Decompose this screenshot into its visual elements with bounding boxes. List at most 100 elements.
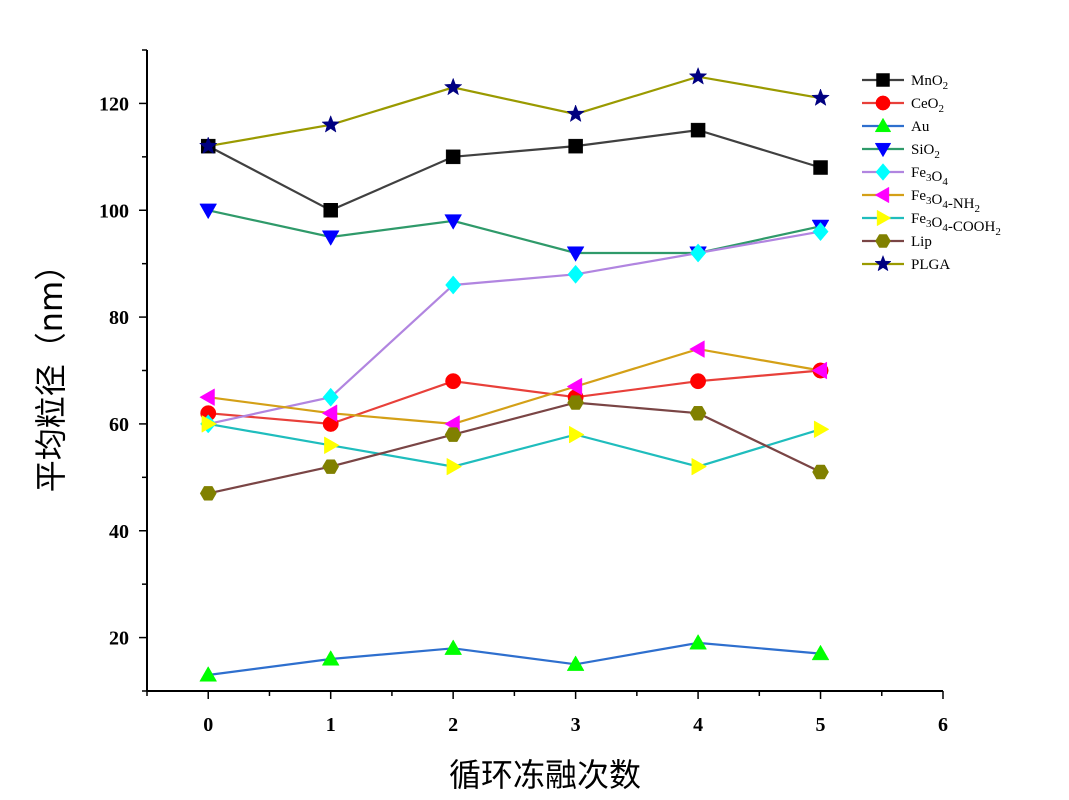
data-point <box>445 149 461 165</box>
y-tick-label: 60 <box>109 414 129 436</box>
data-point <box>688 66 708 85</box>
series-line-4 <box>207 230 821 425</box>
legend-marker <box>874 142 892 158</box>
data-point <box>445 275 462 295</box>
series-markers-3 <box>199 203 830 262</box>
data-point <box>198 136 218 155</box>
legend-marker <box>875 234 891 248</box>
data-point <box>689 406 707 421</box>
data-point <box>444 214 463 230</box>
legend-label: PLGA <box>911 257 950 273</box>
series-markers-2 <box>199 633 830 682</box>
legend-label: CeO2 <box>911 96 944 115</box>
x-tick-label: 5 <box>816 714 826 736</box>
series-line-0 <box>207 128 821 212</box>
data-point <box>690 243 707 263</box>
series-line-2 <box>208 641 821 677</box>
data-point <box>566 104 585 123</box>
series-markers-8 <box>198 66 830 155</box>
series-markers-4 <box>200 222 829 434</box>
data-point <box>446 457 463 476</box>
data-point <box>201 415 218 433</box>
data-point <box>444 639 463 655</box>
series-markers <box>198 66 830 682</box>
y-tick-label: 80 <box>109 307 129 329</box>
legend-item: Fe3O4 <box>862 163 948 188</box>
data-point <box>690 373 707 390</box>
x-tick-label: 0 <box>203 714 213 736</box>
legend-marker <box>874 254 892 272</box>
legend-marker <box>876 73 890 87</box>
data-point <box>567 264 584 284</box>
series-markers-6 <box>201 415 830 476</box>
data-point <box>199 203 218 220</box>
x-tick-label: 6 <box>938 714 948 736</box>
x-tick-label: 3 <box>571 714 581 736</box>
data-point <box>566 377 583 396</box>
y-axis-title: 平均粒径（nm） <box>32 249 70 492</box>
y-tick-label: 40 <box>109 521 129 543</box>
data-point <box>690 122 706 138</box>
data-point <box>321 230 340 246</box>
data-point <box>811 644 830 661</box>
data-point <box>811 88 830 106</box>
data-point <box>566 655 585 671</box>
legend-marker <box>875 95 891 111</box>
data-point <box>569 425 585 444</box>
data-point <box>323 203 338 218</box>
x-tick-label: 2 <box>448 714 458 736</box>
data-point <box>811 361 828 380</box>
legend-item: Lip <box>862 234 932 250</box>
series-line-5 <box>208 347 821 426</box>
legend-marker <box>874 186 890 204</box>
legend-label: Fe3O4 <box>911 165 948 188</box>
legend-marker <box>876 209 892 227</box>
series-line-8 <box>208 75 821 148</box>
data-point <box>322 459 339 474</box>
x-tick-label: 1 <box>326 714 336 736</box>
legend-item: SiO2 <box>862 142 940 161</box>
legend-marker <box>874 117 892 133</box>
series-lines <box>207 75 821 677</box>
axes: 0 1 2 3 4 5 6 20 40 60 80 100 120 <box>99 49 948 736</box>
legend: MnO2 CeO2 Au SiO2 Fe3O4Fe3O4-NH2Fe3O4-COOH2L… <box>862 73 1001 273</box>
series-line-1 <box>208 369 821 426</box>
data-point <box>812 464 829 480</box>
data-point <box>567 395 584 410</box>
data-point <box>812 222 829 242</box>
y-tick-label: 100 <box>99 200 129 222</box>
data-point <box>568 138 583 154</box>
legend-item: Au <box>862 117 930 135</box>
data-point <box>321 115 340 133</box>
legend-label: Au <box>911 119 930 135</box>
data-point <box>813 420 830 439</box>
legend-item: CeO2 <box>862 95 944 115</box>
data-point <box>321 404 338 423</box>
legend-item: Fe3O4-NH2 <box>862 186 980 215</box>
legend-label: Fe3O4-COOH2 <box>911 211 1001 238</box>
legend-label: Fe3O4-NH2 <box>911 188 980 215</box>
legend-label: SiO2 <box>911 142 940 161</box>
series-markers-5 <box>199 340 828 433</box>
data-point <box>199 666 218 682</box>
data-point <box>813 160 828 175</box>
legend-item: MnO2 <box>862 73 948 92</box>
data-point <box>321 650 340 666</box>
legend-label: MnO2 <box>911 73 948 92</box>
series-markers-0 <box>200 122 828 218</box>
series-line-6 <box>208 422 821 468</box>
series-markers-7 <box>199 395 829 501</box>
legend-marker <box>875 163 891 181</box>
data-point <box>199 388 215 407</box>
data-point <box>445 373 462 390</box>
data-point <box>322 387 339 407</box>
legend-label: Lip <box>911 234 932 250</box>
data-point <box>566 246 585 262</box>
series-line-7 <box>207 401 821 495</box>
y-tick-label: 120 <box>99 93 129 115</box>
data-point <box>444 427 462 442</box>
data-point <box>689 340 705 358</box>
data-point <box>324 436 340 455</box>
data-point <box>199 486 217 501</box>
